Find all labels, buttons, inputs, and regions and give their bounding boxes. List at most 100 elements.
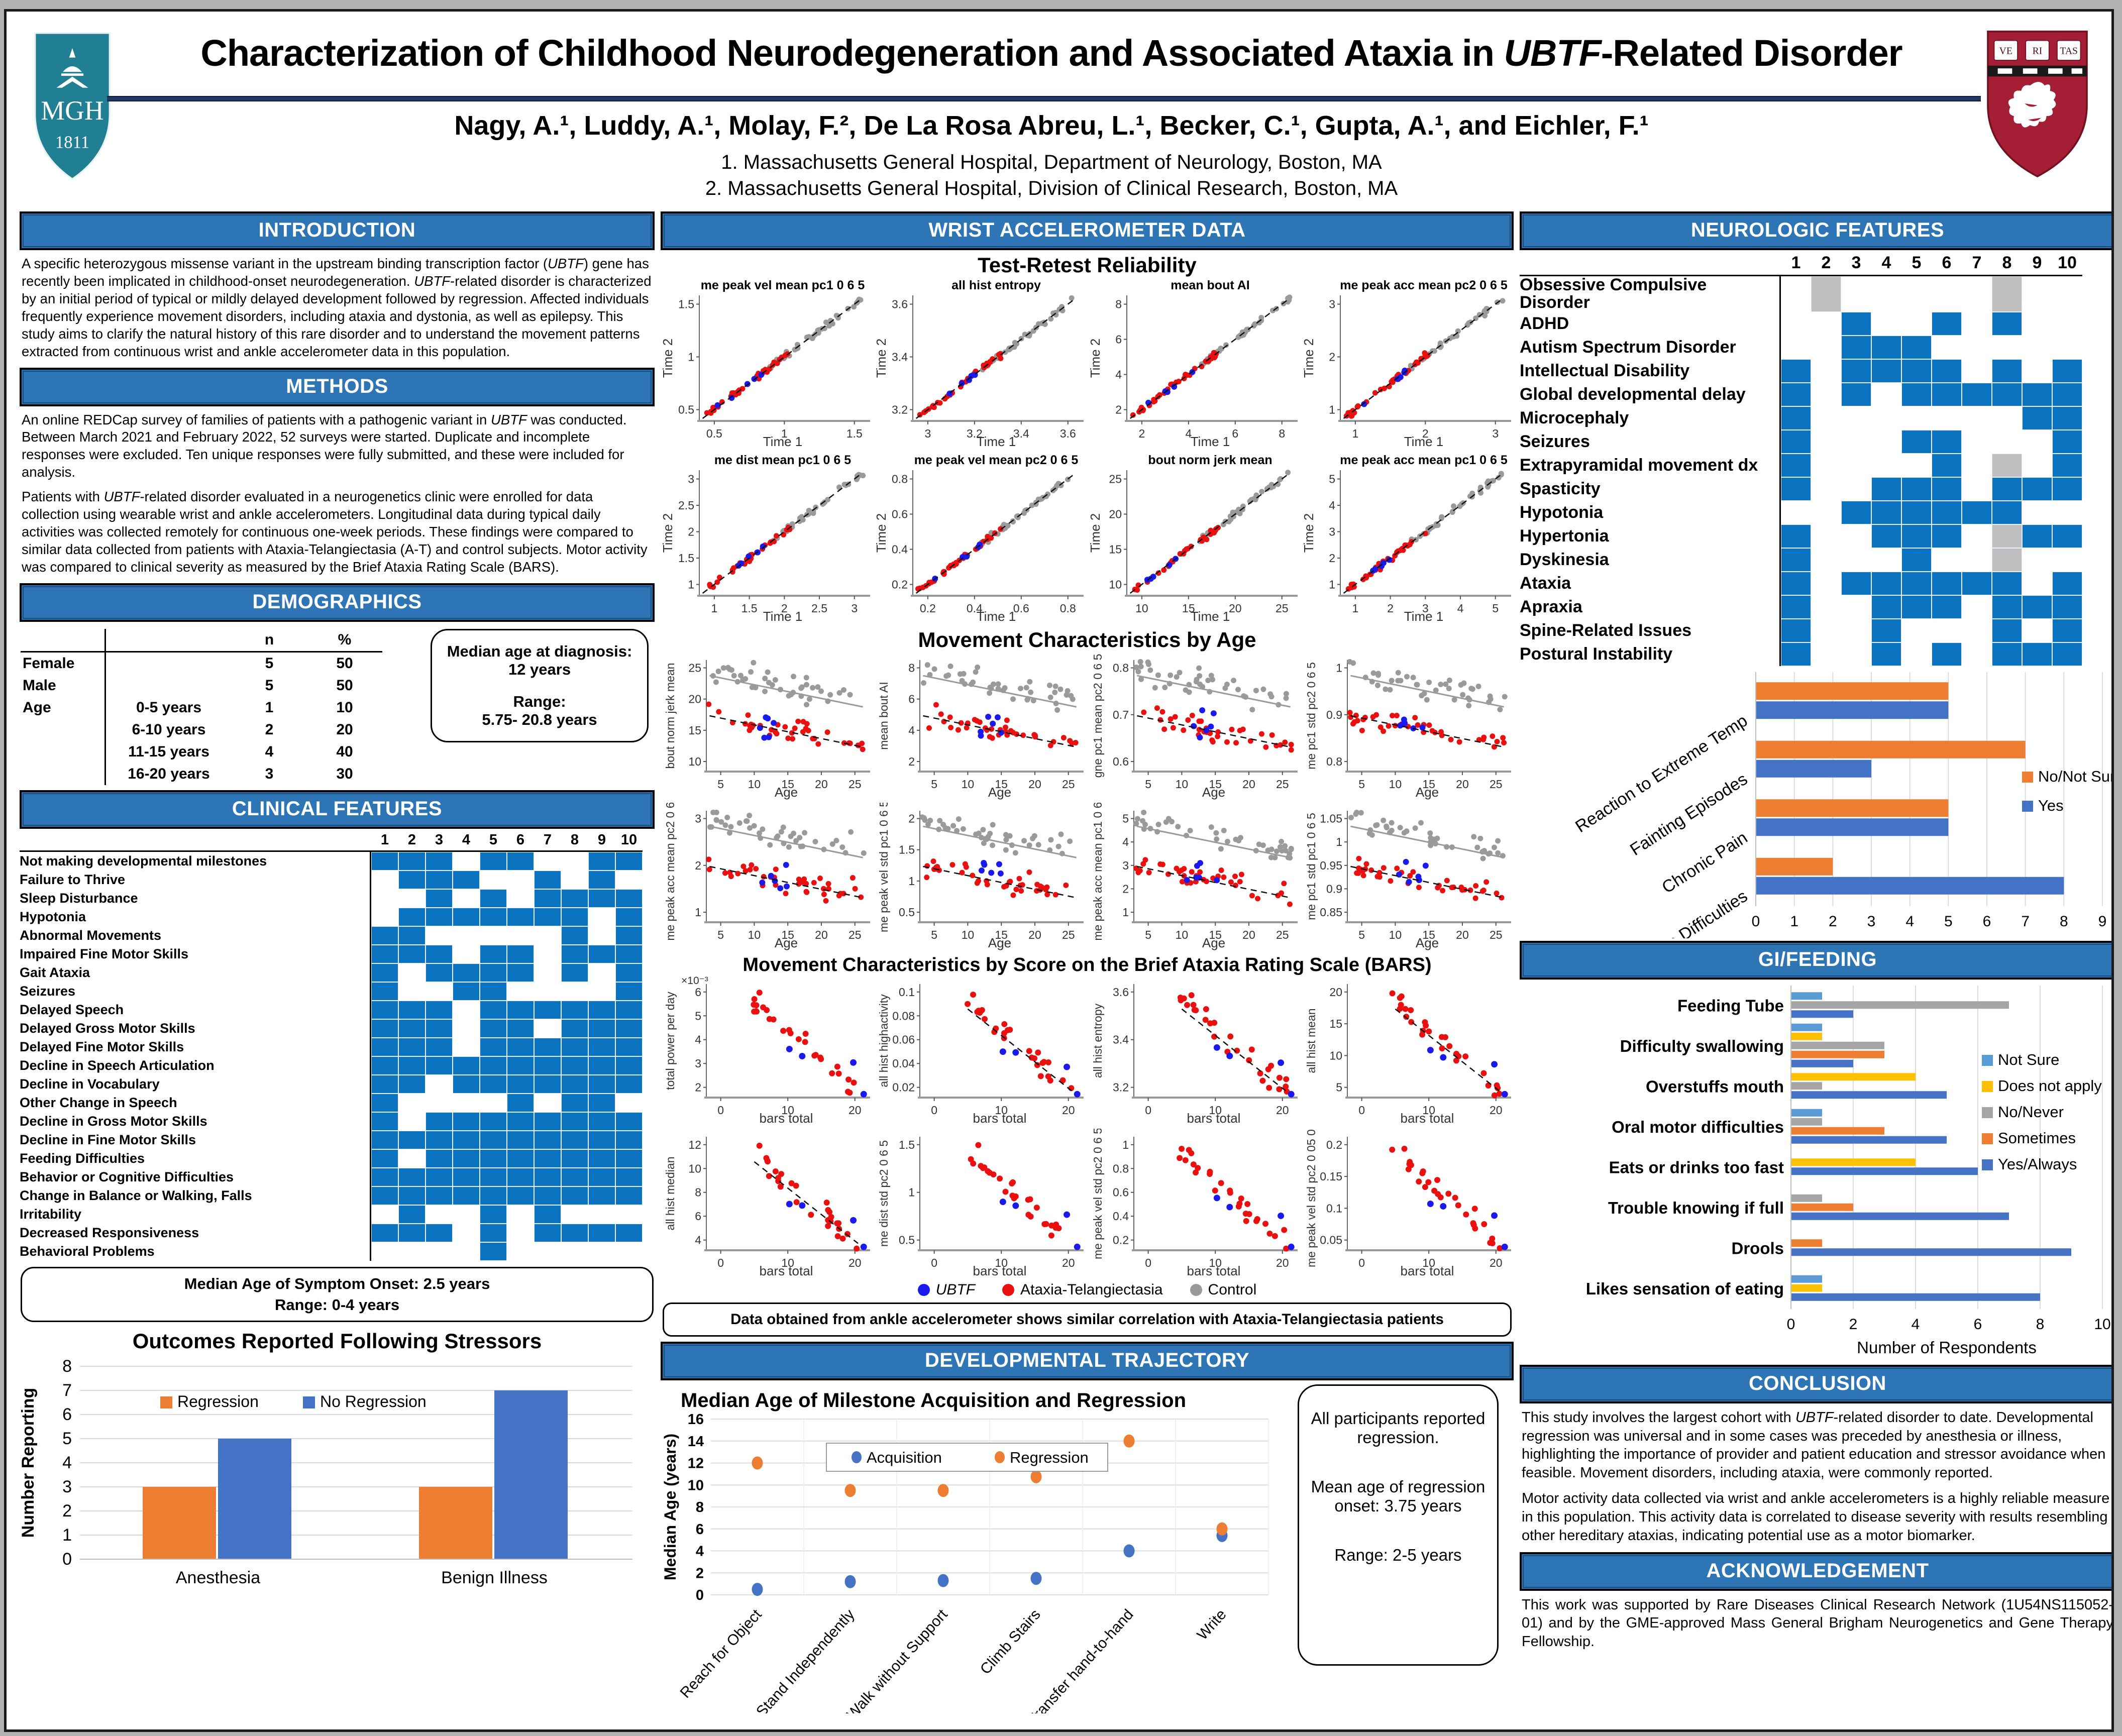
heatmap-cell-present: [1992, 618, 2022, 642]
heatmap-cell-present: [2052, 429, 2082, 454]
heatmap-cell-present: [561, 889, 588, 908]
heatmap-cell-absent: [453, 1242, 480, 1261]
svg-text:25: 25: [688, 662, 701, 675]
svg-text:10: 10: [688, 755, 701, 768]
svg-text:10: 10: [781, 1104, 794, 1117]
heatmap-cell-present: [480, 1019, 507, 1038]
svg-text:3: 3: [1867, 913, 1876, 930]
heatmap-cell-absent: [1811, 595, 1841, 619]
heatmap-cell-absent: [507, 1224, 534, 1242]
svg-text:3: 3: [1329, 525, 1335, 538]
svg-text:0: 0: [1145, 1104, 1151, 1117]
heatmap-cell-present: [507, 944, 534, 963]
heatmap-cell-present: [453, 963, 480, 982]
heatmap-cell-absent: [615, 1094, 643, 1112]
heatmap-cell-absent: [1962, 276, 1992, 312]
heatmap-cell-absent: [588, 963, 615, 982]
heatmap-cell-present: [398, 944, 426, 963]
heatmap-cell-present: [371, 944, 398, 963]
svg-text:20: 20: [1062, 1256, 1075, 1269]
svg-text:Time 1: Time 1: [1191, 434, 1230, 449]
heatmap-cell-absent: [588, 982, 615, 1001]
svg-text:3.4: 3.4: [1113, 1033, 1129, 1046]
heatmap-cell-present: [398, 1000, 426, 1019]
heatmap-cell-unsure: [1992, 276, 2022, 312]
heatmap-cell-present: [1992, 642, 2022, 666]
heatmap-cell-present: [398, 1037, 426, 1056]
heatmap-cell-absent: [588, 926, 615, 945]
svg-text:10: 10: [1109, 578, 1122, 591]
ankle-accelerometer-note: Data obtained from ankle accelerometer s…: [663, 1303, 1512, 1337]
heatmap-cell-absent: [1811, 383, 1841, 406]
heatmap-cell-present: [534, 1056, 561, 1075]
mgh-year: 1811: [55, 133, 89, 152]
heatmap-cell-present: [398, 1130, 426, 1149]
heatmap-cell-absent: [561, 1242, 588, 1261]
svg-text:0.2: 0.2: [920, 602, 936, 615]
methods-paragraph-1: An online REDCap survey of families of p…: [22, 411, 627, 480]
points: [917, 295, 1075, 418]
symptom-onset-note: Median Age of Symptom Onset: 2.5 years R…: [21, 1266, 654, 1322]
heatmap-cell-absent: [615, 1242, 643, 1261]
svg-text:1.5: 1.5: [678, 298, 694, 311]
svg-text:3: 3: [688, 473, 694, 486]
heatmap-cell-absent: [561, 1205, 588, 1224]
svg-text:20: 20: [1242, 928, 1255, 941]
svg-text:0: 0: [1358, 1256, 1365, 1269]
heatmap-cell-present: [2022, 595, 2052, 619]
heatmap-cell-absent: [534, 926, 561, 945]
section-header-clinical-features: CLINICAL FEATURES: [20, 790, 655, 829]
right-column: NEUROLOGIC FEATURES 1 2 3 4 5 6 7 8 9 10 Obsessive…: [1520, 211, 2111, 1658]
heatmap-cell-absent: [1992, 336, 2022, 359]
heatmap-cell-absent: [534, 963, 561, 982]
header: MGH 1811 VE RI TAS: [7, 12, 2111, 208]
points: [919, 814, 1073, 898]
heatmap-cell-absent: [371, 1205, 398, 1224]
heatmap-cell-unsure: [1811, 276, 1841, 312]
demo-row-n: 1: [265, 699, 274, 716]
heatmap-cell-absent: [1841, 524, 1871, 548]
demo-col-n: n: [232, 629, 307, 653]
heatmap-col-header: 5: [1901, 253, 1932, 276]
svg-text:1: 1: [908, 1186, 915, 1199]
heatmap-cell-present: [1781, 642, 1811, 666]
heatmap-cell-present: [588, 1037, 615, 1056]
scatter-panel: 0 10 20 0.2 0.4 0.6 0.8 1 bars total me peak vel …: [1091, 1129, 1298, 1278]
heatmap-cell-present: [615, 851, 643, 871]
bar-no-never: [1791, 1041, 1884, 1049]
svg-text:0.6: 0.6: [1113, 1186, 1129, 1199]
svg-text:10: 10: [995, 1104, 1008, 1117]
svg-text:5: 5: [1358, 928, 1365, 941]
svg-text:10: 10: [1389, 778, 1402, 791]
svg-text:Sleep Difficulties: Sleep Difficulties: [1635, 887, 1751, 938]
heatmap-cell-present: [1871, 618, 1901, 642]
heatmap-cell-present: [534, 1000, 561, 1019]
heatmap-cell-absent: [2022, 336, 2052, 359]
svg-text:10: 10: [1209, 1256, 1222, 1269]
svg-text:Anesthesia: Anesthesia: [176, 1568, 260, 1587]
heatmap-cell-absent: [1932, 548, 1962, 572]
svg-text:7: 7: [2021, 913, 2030, 930]
svg-text:Time 1: Time 1: [1191, 609, 1230, 624]
svg-text:12: 12: [688, 1138, 701, 1151]
heatmap-cell-present: [1871, 571, 1901, 595]
svg-text:2: 2: [908, 812, 915, 825]
heatmap-cell-absent: [1962, 406, 1992, 430]
svg-text:Time 2: Time 2: [1303, 513, 1316, 553]
heatmap-cell-absent: [1811, 406, 1841, 430]
heatmap-cell-present: [480, 1112, 507, 1131]
diagnosis-age-note: Median age at diagnosis: 12 years Range:…: [431, 628, 649, 742]
svg-text:Time 1: Time 1: [977, 609, 1016, 624]
demo-row-sub: 6-10 years: [132, 721, 206, 738]
heatmap-cell-present: [480, 1223, 507, 1242]
heatmap-cell-absent: [426, 1094, 453, 1112]
heatmap-cell-present: [371, 1093, 398, 1112]
svg-text:25: 25: [1276, 928, 1289, 941]
heatmap-cell-present: [426, 963, 453, 982]
heatmap-cell-present: [561, 1074, 588, 1094]
gi-feeding-bar-chart: 0 2 4 6 8 10 Number of Respondents Feeding Tube…: [1586, 985, 2111, 1357]
bar-no-regression: [494, 1390, 568, 1559]
movement-by-bars-panels: 0 10 20 2 3 4 5 6 bars total total power per day ×…: [661, 976, 1514, 1279]
heatmap-cell-absent: [1871, 276, 1901, 312]
